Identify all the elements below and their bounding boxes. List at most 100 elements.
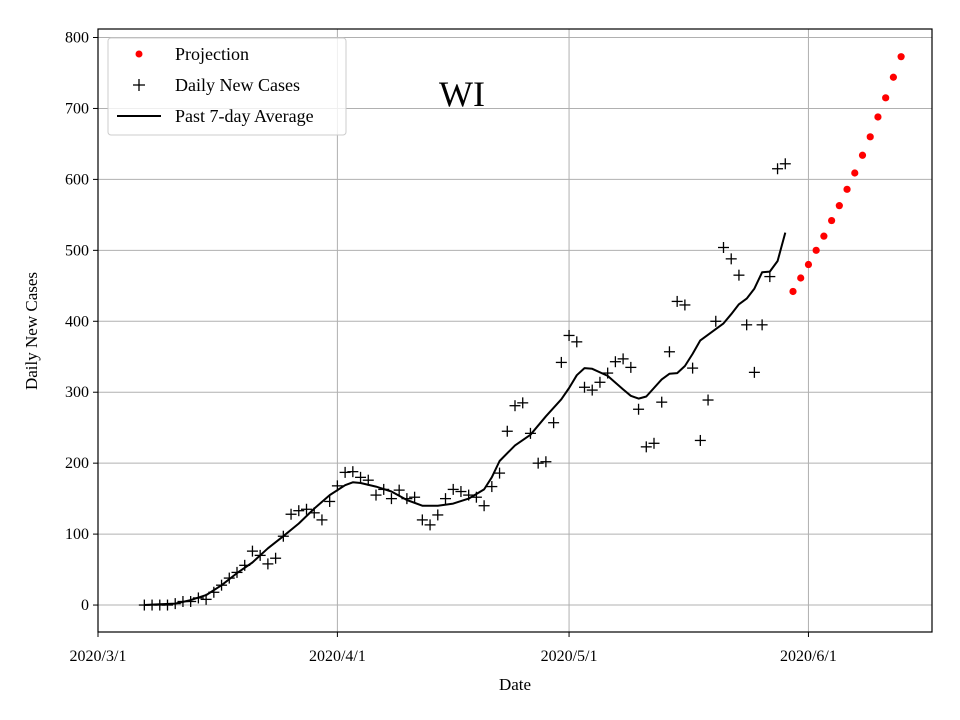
daily-case-point [741,319,753,331]
daily-cases-layer [138,158,791,611]
projection-layer [789,53,905,296]
y-tick-label: 600 [65,171,89,188]
daily-case-point [718,241,729,253]
daily-case-point [640,441,652,453]
plot-frame [97,28,933,633]
daily-case-point [455,486,467,498]
daily-case-point [633,403,645,415]
daily-case-point [370,489,382,501]
daily-case-point [169,598,181,610]
daily-case-point [308,507,320,519]
daily-case-point [586,384,598,396]
daily-case-point [594,376,606,388]
daily-case-point [385,493,397,505]
projection-point [804,260,813,269]
x-tick-label: 2020/4/1 [309,648,366,665]
x-tick-label: 2020/5/1 [541,648,598,665]
daily-case-point [609,356,621,368]
y-axis-label: Daily New Cases [22,272,41,390]
y-tick-label: 800 [65,30,89,47]
projection-point [866,133,874,141]
y-tick-label: 200 [65,455,89,472]
axis-ticks: 0 100 200 300 400 500 600 700 800 2020/3/1 2020/4/… [65,30,837,665]
daily-case-point [331,480,343,492]
daily-case-point [208,586,220,598]
y-tick-label: 700 [65,100,89,117]
chart-title: WI [439,74,485,114]
projection-point [889,73,897,81]
projection-point [874,113,882,121]
daily-case-point [293,505,305,517]
daily-case-point [463,489,475,501]
daily-case-point [362,474,374,486]
projection-point [820,232,828,240]
daily-case-point [656,396,668,408]
daily-case-point [231,566,243,578]
daily-case-point [756,319,768,331]
daily-case-point [393,484,405,496]
daily-case-point [772,163,784,175]
daily-case-point [702,394,714,406]
daily-case-point [416,514,428,526]
legend-label-projection: Projection [175,44,249,64]
daily-case-point [509,400,521,412]
y-tick-label: 400 [65,313,89,330]
daily-case-point [223,572,235,584]
daily-case-point [517,397,529,409]
legend: Projection Daily New Cases Past 7-day Av… [107,37,347,136]
daily-case-point [355,471,367,483]
daily-case-point [779,158,791,170]
daily-case-point [192,592,204,604]
daily-case-point [432,509,444,521]
daily-case-point [277,530,289,542]
projection-point [797,274,805,282]
daily-case-point [617,353,629,365]
average-line-layer [144,232,787,606]
daily-case-point [216,579,228,591]
daily-case-point [378,483,390,495]
legend-box [107,37,347,136]
daily-case-point [254,549,266,561]
daily-case-point [687,362,699,374]
daily-case-point [285,508,297,520]
daily-case-point [316,514,328,526]
daily-case-point [625,361,637,373]
daily-case-point [301,503,312,515]
daily-case-point [162,599,173,611]
x-tick-label: 2020/6/1 [780,648,837,665]
daily-case-point [540,456,552,468]
daily-case-point [548,417,560,429]
daily-case-point [470,491,482,503]
daily-case-point [764,271,776,283]
daily-case-point [347,466,359,478]
projection-point [789,287,797,296]
daily-case-point [200,593,212,605]
y-tick-label: 100 [65,526,89,543]
legend-label-daily-new-cases: Daily New Cases [175,75,300,95]
daily-case-point [710,315,722,327]
y-tick-label: 300 [65,384,89,401]
daily-case-point [524,427,536,439]
daily-case-point [409,491,421,503]
daily-case-point [494,467,506,479]
daily-case-point [671,295,683,307]
daily-case-point [579,381,590,393]
daily-case-point [648,437,660,449]
daily-case-point [424,519,436,531]
projection-point [858,151,867,159]
legend-label-past-7-day-average: Past 7-day Average [175,106,314,126]
daily-case-point [447,483,459,495]
daily-case-point [478,500,490,512]
daily-case-point [501,425,513,437]
daily-case-point [262,558,274,570]
daily-case-point [339,466,351,478]
legend-marker-projection [135,50,143,58]
daily-case-point [401,493,413,505]
daily-case-point [532,457,544,469]
daily-case-point [246,545,258,557]
average-line [144,232,787,606]
projection-point [897,53,905,61]
daily-case-point [185,595,197,607]
daily-case-point [663,346,675,358]
